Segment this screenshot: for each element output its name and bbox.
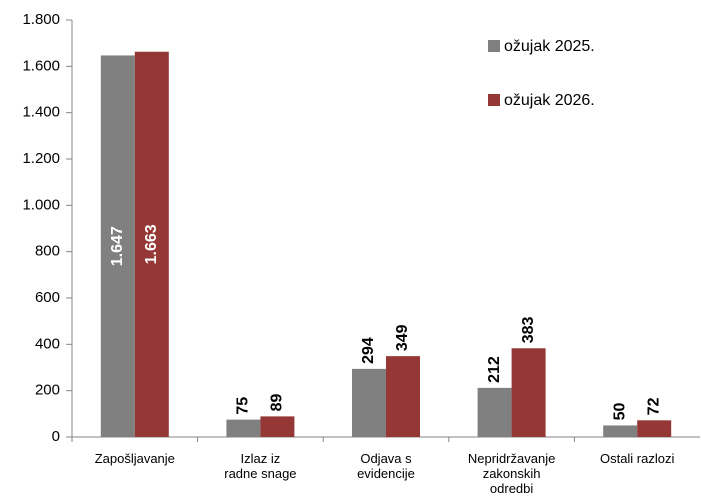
value-label: 383	[520, 316, 537, 343]
bar	[637, 420, 672, 437]
y-tick-label: 1.000	[22, 196, 60, 213]
bar	[477, 387, 512, 437]
bar	[352, 368, 386, 437]
legend-swatch	[488, 94, 500, 106]
bar	[386, 356, 420, 437]
bar	[603, 425, 638, 437]
bar	[134, 51, 169, 437]
x-tick-label: Odjava s evidencije	[357, 451, 415, 481]
y-tick-label: 0	[52, 428, 60, 445]
legend-label: ožujak 2026.	[504, 92, 595, 109]
bar	[100, 55, 135, 437]
value-label: 212	[486, 356, 503, 383]
value-label: 1.663	[143, 224, 160, 264]
bar	[260, 416, 295, 437]
y-tick-label: 1.600	[22, 57, 60, 74]
value-label: 72	[645, 397, 662, 415]
value-label: 349	[394, 324, 411, 351]
value-label: 89	[269, 393, 286, 411]
value-label: 75	[235, 397, 252, 415]
y-tick-label: 400	[35, 335, 60, 352]
y-tick-label: 1.400	[22, 104, 60, 121]
y-tick-label: 200	[35, 382, 60, 399]
legend-label: ožujak 2025.	[504, 38, 595, 55]
y-tick-label: 1.800	[22, 11, 60, 28]
x-tick-label: Ostali razlozi	[599, 451, 675, 466]
x-tick-label: Nepridržavanje zakonskih odredbi	[467, 451, 556, 496]
value-label: 50	[611, 403, 628, 421]
y-tick-label: 1.200	[22, 150, 60, 167]
y-tick-label: 800	[35, 243, 60, 260]
x-tick-label: Zapošljavanje	[94, 451, 175, 466]
bar	[511, 348, 546, 437]
value-label: 294	[360, 337, 377, 364]
bar	[226, 419, 261, 437]
legend-swatch	[488, 40, 500, 52]
x-tick-label: Izlaz iz radne snage	[224, 451, 297, 481]
y-tick-label: 600	[35, 289, 60, 306]
value-label: 1.647	[109, 226, 126, 266]
